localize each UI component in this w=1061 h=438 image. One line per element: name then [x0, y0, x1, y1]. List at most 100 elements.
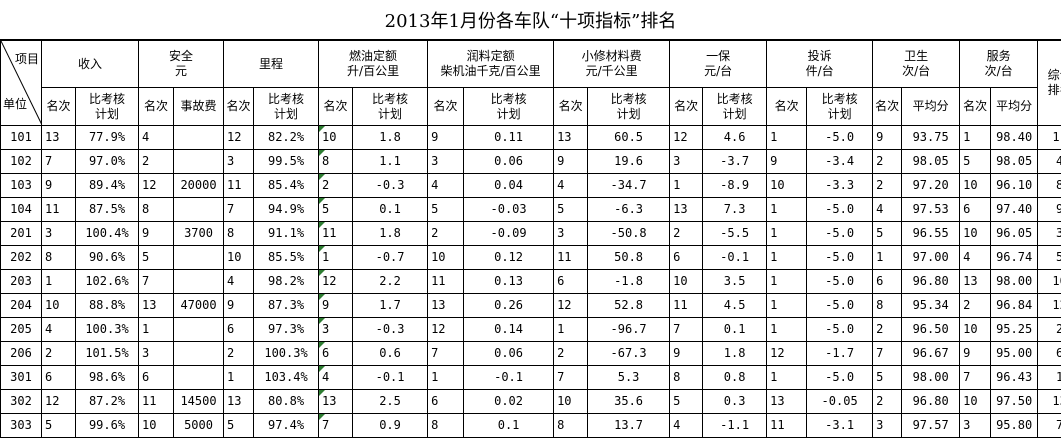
data-cell: 3 — [224, 150, 254, 174]
data-cell: 9 — [960, 342, 991, 366]
vs-plan-subheader-line: 计划 — [588, 107, 669, 122]
data-cell: 98.05 — [902, 150, 960, 174]
data-cell: 8 — [873, 294, 902, 318]
group-header: 一保元/台 — [670, 41, 767, 88]
data-cell: 60.5 — [588, 126, 670, 150]
rank-subheader: 名次 — [428, 88, 464, 126]
data-cell: 1 — [960, 126, 991, 150]
data-cell: 35.6 — [588, 390, 670, 414]
data-cell: 94.9% — [254, 198, 319, 222]
data-cell: 80.8% — [254, 390, 319, 414]
data-cell: 97.50 — [991, 390, 1038, 414]
rank-subheader: 名次 — [42, 88, 76, 126]
vs-plan-subheader-line: 计划 — [76, 107, 138, 122]
rank-subheader: 名次 — [873, 88, 902, 126]
group-header-line: 里程 — [224, 57, 318, 72]
data-cell: 7 — [319, 414, 353, 438]
group-header: 卫生次/台 — [873, 41, 960, 88]
data-cell: -0.3 — [353, 174, 428, 198]
data-cell: -3.4 — [807, 150, 873, 174]
data-cell: 50.8 — [588, 246, 670, 270]
data-cell: -0.7 — [353, 246, 428, 270]
data-cell: 0.13 — [464, 270, 554, 294]
data-cell: 9 — [224, 294, 254, 318]
data-cell: 3 — [873, 414, 902, 438]
overall-rank-cell: 1 — [1038, 366, 1061, 390]
data-cell: 98.05 — [991, 150, 1038, 174]
data-cell — [174, 270, 224, 294]
data-cell: 1 — [767, 222, 807, 246]
data-cell: 77.9% — [76, 126, 139, 150]
vs-plan-subheader-line: 比考核 — [703, 92, 766, 107]
data-cell: 100.3% — [76, 318, 139, 342]
data-cell: 10 — [960, 222, 991, 246]
data-cell: 0.8 — [703, 366, 767, 390]
data-cell: -5.0 — [807, 126, 873, 150]
data-cell — [174, 150, 224, 174]
data-cell: 96.84 — [991, 294, 1038, 318]
vs-plan-subheader-line: 计划 — [464, 107, 553, 122]
data-cell: 6 — [319, 342, 353, 366]
data-cell: 9 — [670, 342, 703, 366]
data-cell: 2.2 — [353, 270, 428, 294]
data-cell: 0.26 — [464, 294, 554, 318]
vs-plan-subheader-line: 比考核 — [254, 92, 318, 107]
data-cell — [174, 246, 224, 270]
data-cell: 52.8 — [588, 294, 670, 318]
data-cell: -67.3 — [588, 342, 670, 366]
data-cell: 9 — [554, 150, 588, 174]
data-cell: 97.4% — [254, 414, 319, 438]
data-cell: 1.7 — [353, 294, 428, 318]
data-cell: -96.7 — [588, 318, 670, 342]
data-cell: 5.3 — [588, 366, 670, 390]
data-cell — [174, 342, 224, 366]
overall-rank-header-line: 排名 — [1038, 83, 1061, 98]
data-cell: 2 — [42, 342, 76, 366]
data-cell: 0.06 — [464, 150, 554, 174]
data-cell: 1.8 — [703, 342, 767, 366]
group-header: 燃油定额升/百公里 — [319, 41, 428, 88]
unit-cell: 102 — [1, 150, 42, 174]
overall-rank-cell: 13 — [1038, 390, 1061, 414]
data-cell: 96.80 — [902, 390, 960, 414]
data-cell: 5 — [139, 246, 174, 270]
unit-cell: 205 — [1, 318, 42, 342]
data-cell: -50.8 — [588, 222, 670, 246]
data-cell: 2 — [319, 174, 353, 198]
overall-rank-cell: 6 — [1038, 342, 1061, 366]
overall-rank-cell: 9 — [1038, 198, 1061, 222]
data-cell: 98.00 — [902, 366, 960, 390]
data-cell: 8 — [42, 246, 76, 270]
accident-cost-subheader: 事故费 — [174, 88, 224, 126]
group-header-line: 服务 — [960, 49, 1037, 64]
vs-plan-subheader-line: 比考核 — [807, 92, 872, 107]
vs-plan-subheader: 比考核计划 — [807, 88, 873, 126]
data-cell: 97.40 — [991, 198, 1038, 222]
data-cell: 12 — [224, 126, 254, 150]
unit-cell: 301 — [1, 366, 42, 390]
data-cell: 9 — [428, 126, 464, 150]
corner-unit-label: 单位 — [3, 97, 27, 112]
data-cell: 0.9 — [353, 414, 428, 438]
data-cell: 13 — [670, 198, 703, 222]
data-cell: 7 — [42, 150, 76, 174]
group-header: 小修材料费元/千公里 — [554, 41, 670, 88]
data-cell: 2 — [224, 342, 254, 366]
data-cell: 0.11 — [464, 126, 554, 150]
data-cell: 4 — [139, 126, 174, 150]
rank-subheader: 名次 — [670, 88, 703, 126]
data-cell: 5 — [554, 198, 588, 222]
unit-cell: 203 — [1, 270, 42, 294]
data-cell: 2.5 — [353, 390, 428, 414]
data-cell: 1 — [319, 246, 353, 270]
data-cell: 10 — [42, 294, 76, 318]
group-header: 收入 — [42, 41, 139, 88]
data-cell: 11 — [554, 246, 588, 270]
data-cell: 4 — [554, 174, 588, 198]
data-cell: 9 — [42, 174, 76, 198]
data-cell: 0.6 — [353, 342, 428, 366]
